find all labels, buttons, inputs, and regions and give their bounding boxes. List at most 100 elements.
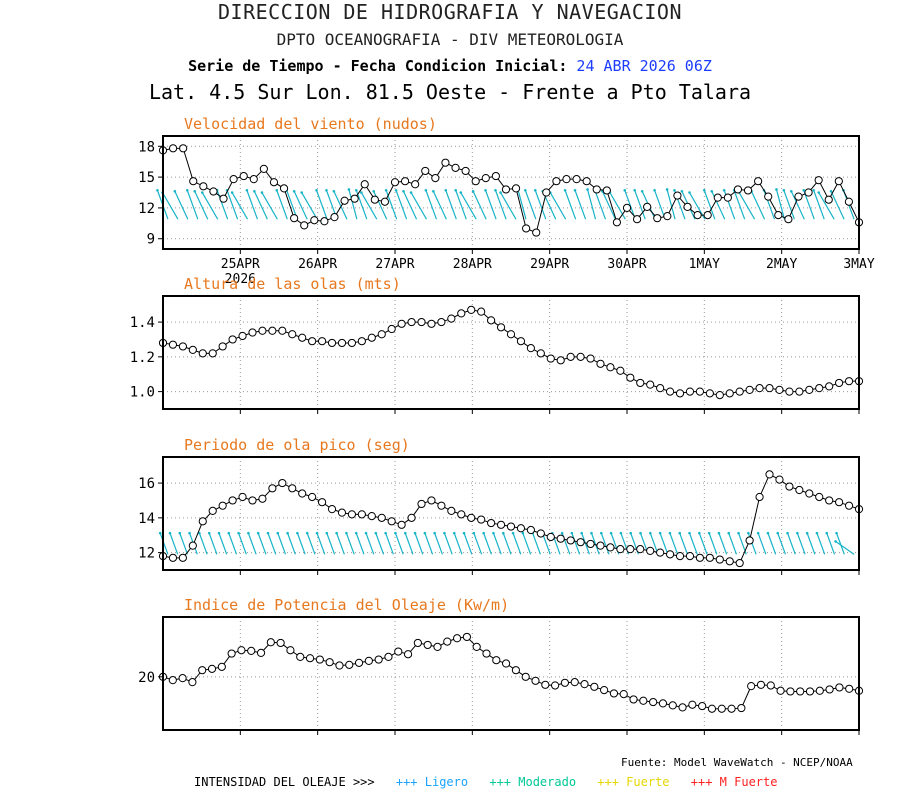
direction-arrow-head [737,531,740,535]
data-point [536,349,545,358]
direction-arrow-head [256,531,260,535]
data-point [417,499,426,509]
data-point [188,345,197,354]
direction-arrow-head [374,531,378,535]
data-point [397,319,406,328]
data-point [511,666,521,675]
data-point [218,501,227,510]
data-point [179,144,188,153]
direction-arrow-head [573,188,577,192]
data-point [327,505,337,514]
data-point [646,546,655,555]
direction-arrow-head [812,188,815,192]
direction-arrow-head [443,531,446,535]
panel-frame [162,135,860,250]
direction-arrow [512,532,522,555]
data-point [384,652,393,661]
direction-arrow [169,532,179,555]
data-point [695,387,705,396]
data-point [596,541,605,550]
data-point [511,184,521,193]
direction-arrow [336,532,345,555]
data-point [217,662,226,671]
data-point [570,678,579,687]
data-point [717,704,726,713]
direction-arrow [179,532,189,555]
data-point [377,330,386,339]
data-point [580,680,589,689]
data-point [268,484,277,493]
direction-arrow [549,192,567,220]
direction-arrow [669,532,679,555]
direction-arrow [532,532,541,555]
data-point [656,548,665,557]
data-point [646,380,655,389]
direction-arrow [246,190,259,220]
data-point [764,192,773,201]
direction-arrow-head [521,531,525,535]
direction-arrow-head [673,188,676,192]
data-point [354,658,364,667]
direction-arrow-head [717,531,721,535]
data-point [629,695,638,704]
direction-arrow [571,532,581,555]
data-point [835,498,844,507]
data-point [377,513,386,522]
direction-arrow-head [413,531,417,535]
direction-arrow-head [678,531,682,535]
direction-arrow [287,532,296,555]
panel-title: Indice de Potencia del Oleaje (Kw/m) [184,596,509,614]
direction-arrow-head [452,531,456,535]
data-point [278,478,287,488]
data-point [531,676,540,685]
data-point [447,314,456,323]
data-point [636,545,645,554]
data-point [501,185,511,194]
data-point [298,333,307,342]
direction-arrow-head [454,188,458,192]
data-point [219,194,228,203]
data-point [675,551,685,561]
direction-arrow [261,192,278,220]
data-point [357,337,366,346]
direction-arrow [453,532,463,555]
data-point [457,510,466,519]
direction-arrow-head [702,188,706,192]
data-point [675,389,685,398]
header-run-info: Serie de Tiempo - Fecha Condicion Inicia… [0,57,900,75]
direction-arrow [375,532,385,555]
direction-arrow-head [253,189,256,193]
x-tick-sublabel: 2026 [225,272,256,287]
direction-arrow-head [364,531,368,535]
direction-arrow [624,190,636,220]
data-point [592,185,601,194]
direction-arrow-head [710,189,714,193]
data-point [536,529,545,538]
data-point [600,686,609,695]
data-point [178,342,187,351]
panel-title: Velocidad del viento (nudos) [184,115,437,133]
direction-arrow [365,532,375,555]
direction-arrow-head [347,188,351,191]
legend-title: INTENSIDAD DEL OLEAJE >>> [194,775,375,789]
data-point [427,496,436,505]
data-point [834,177,843,186]
direction-arrow-head [501,531,505,535]
direction-arrow-head [286,531,289,535]
direction-arrow-head [829,189,833,193]
direction-arrow [835,540,855,555]
direction-arrow-head [815,531,819,535]
data-point [560,678,570,687]
direction-arrow-head [766,531,770,535]
direction-arrow-head [188,531,191,535]
data-point [723,193,732,202]
data-point [606,363,615,372]
series-line [162,636,860,710]
data-point [387,517,396,526]
data-point [189,177,198,186]
direction-arrow-head [332,189,336,193]
data-point [496,520,506,529]
data-point [467,513,476,522]
x-tick-label: 1MAY [689,257,720,272]
direction-arrow-head [432,189,435,193]
